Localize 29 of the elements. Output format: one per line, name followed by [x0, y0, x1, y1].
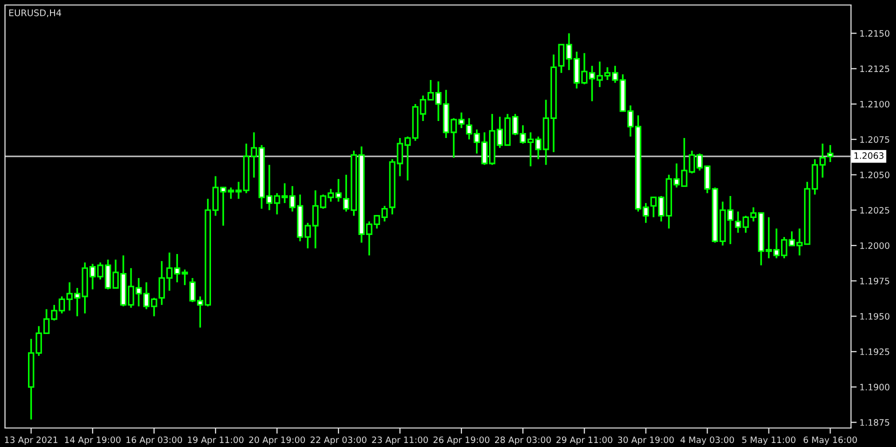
- y-tick-label: 1.1900: [860, 384, 890, 390]
- y-tick-label: 1.1975: [860, 278, 890, 284]
- x-tick-label: 5 May 11:00: [742, 436, 796, 445]
- x-tick-label: 13 Apr 2021: [5, 436, 58, 445]
- x-tick-label: 26 Apr 19:00: [434, 436, 490, 445]
- y-tick-label: 1.2100: [860, 100, 890, 108]
- x-tick-label: 14 Apr 19:00: [65, 436, 121, 445]
- y-tick-label: 1.2075: [860, 136, 890, 143]
- x-tick-label: 23 Apr 11:00: [372, 436, 428, 445]
- x-tick-label: 4 May 03:00: [680, 436, 734, 445]
- x-tick-label: 28 Apr 03:00: [495, 436, 551, 445]
- x-tick-label: 16 Apr 03:00: [126, 436, 182, 445]
- x-tick-label: 20 Apr 19:00: [249, 436, 305, 445]
- chart-title: EURUSD,H4: [9, 9, 62, 18]
- x-tick-label: 19 Apr 11:00: [188, 436, 244, 445]
- y-tick-label: 1.2050: [860, 172, 890, 178]
- x-tick-label: 29 Apr 11:00: [556, 436, 612, 445]
- ref-line-label: 1.2063: [854, 152, 884, 159]
- x-tick-label: 6 May 16:00: [804, 436, 857, 445]
- y-tick-label: 1.2125: [860, 65, 890, 72]
- candlestick: [827, 144, 834, 163]
- y-tick-label: 1.1875: [860, 419, 890, 426]
- y-tick-label: 1.2150: [860, 30, 890, 37]
- x-tick-label: 30 Apr 19:00: [618, 436, 674, 445]
- y-tick-label: 1.2000: [860, 242, 890, 249]
- y-tick-label: 1.2025: [860, 206, 890, 214]
- y-tick-label: 1.1925: [860, 348, 890, 356]
- x-tick-label: 22 Apr 03:00: [310, 436, 366, 445]
- y-tick-label: 1.1950: [860, 313, 890, 320]
